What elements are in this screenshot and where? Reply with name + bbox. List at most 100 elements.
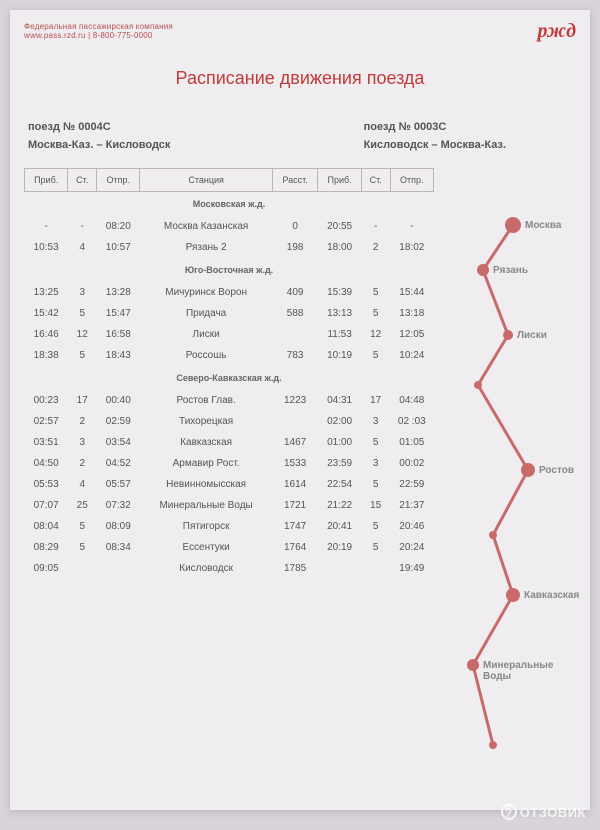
station-cell: Рязань 2 xyxy=(140,237,272,258)
page-title: Расписание движения поезда xyxy=(24,68,576,89)
train-a: поезд № 0004С Москва-Каз. – Кисловодск xyxy=(28,119,170,154)
train-b-route: Кисловодск – Москва-Каз. xyxy=(364,137,506,155)
data-cell: 08:20 xyxy=(97,216,140,237)
data-cell: 4 xyxy=(68,474,97,495)
train-a-num: поезд № 0004С xyxy=(28,119,170,137)
table-row: 08:29508:34Ессентуки176420:19520:24 xyxy=(25,537,434,558)
data-cell: 15:47 xyxy=(97,303,140,324)
data-cell: 08:04 xyxy=(25,516,68,537)
data-cell: 08:29 xyxy=(25,537,68,558)
data-cell xyxy=(68,558,97,579)
col-header: Расст. xyxy=(272,169,318,192)
data-cell: 5 xyxy=(361,432,390,453)
data-cell: 5 xyxy=(68,516,97,537)
data-cell: 15:44 xyxy=(390,282,433,303)
data-cell: - xyxy=(25,216,68,237)
table-row: 04:50204:52Армавир Рост.153323:59300:02 xyxy=(25,453,434,474)
data-cell: 3 xyxy=(68,282,97,303)
station-cell: Пятигорск xyxy=(140,516,272,537)
data-cell: 13:18 xyxy=(390,303,433,324)
data-cell: 25 xyxy=(68,495,97,516)
data-cell: 1533 xyxy=(272,453,318,474)
route-diagram: МоскваРязаньЛискиРостовКавказскаяМинерал… xyxy=(443,215,588,775)
rzd-logo: ржд xyxy=(538,20,576,43)
table-row: 15:42515:47Придача58813:13513:18 xyxy=(25,303,434,324)
data-cell: 409 xyxy=(272,282,318,303)
data-cell: 0 xyxy=(272,216,318,237)
timetable-sheet: Федеральная пассажирская компания www.pa… xyxy=(10,10,590,810)
data-cell: 18:02 xyxy=(390,237,433,258)
data-cell: 5 xyxy=(68,537,97,558)
table-row: 09:05Кисловодск178519:49 xyxy=(25,558,434,579)
data-cell: 16:46 xyxy=(25,324,68,345)
data-cell: 18:38 xyxy=(25,345,68,366)
data-cell: 03:54 xyxy=(97,432,140,453)
data-cell: 22:59 xyxy=(390,474,433,495)
data-cell: 11:53 xyxy=(318,324,361,345)
data-cell: 5 xyxy=(361,345,390,366)
train-b-num: поезд № 0003С xyxy=(364,119,506,137)
data-cell: 5 xyxy=(361,537,390,558)
data-cell: 02:57 xyxy=(25,411,68,432)
data-cell: 20:41 xyxy=(318,516,361,537)
table-row: --08:20Москва Казанская020:55-- xyxy=(25,216,434,237)
col-header: Приб. xyxy=(318,169,361,192)
data-cell: 2 xyxy=(68,453,97,474)
train-a-route: Москва-Каз. – Кисловодск xyxy=(28,137,170,155)
data-cell: 21:37 xyxy=(390,495,433,516)
data-cell: 09:05 xyxy=(25,558,68,579)
data-cell: 3 xyxy=(361,411,390,432)
data-cell: 17 xyxy=(68,390,97,411)
data-cell: 20:55 xyxy=(318,216,361,237)
data-cell: 16:58 xyxy=(97,324,140,345)
data-cell: 18:43 xyxy=(97,345,140,366)
svg-text:Ростов: Ростов xyxy=(539,465,574,476)
svg-text:Кавказская: Кавказская xyxy=(524,590,579,601)
data-cell: 02:59 xyxy=(97,411,140,432)
station-cell: Россошь xyxy=(140,345,272,366)
data-cell: 15:39 xyxy=(318,282,361,303)
col-header: Станция xyxy=(140,169,272,192)
data-cell xyxy=(318,558,361,579)
data-cell: 15:42 xyxy=(25,303,68,324)
svg-text:Воды: Воды xyxy=(483,671,511,682)
table-row: 02:57202:59Тихорецкая02:00302 :03 xyxy=(25,411,434,432)
train-b: поезд № 0003С Кисловодск – Москва-Каз. xyxy=(364,119,566,154)
data-cell: 1747 xyxy=(272,516,318,537)
schedule-table: Приб.Ст.Отпр.СтанцияРасст.Приб.Ст.Отпр. … xyxy=(24,168,434,579)
data-cell: 1223 xyxy=(272,390,318,411)
data-cell: 20:19 xyxy=(318,537,361,558)
data-cell: 13:25 xyxy=(25,282,68,303)
station-cell: Ессентуки xyxy=(140,537,272,558)
data-cell: 23:59 xyxy=(318,453,361,474)
data-cell: 5 xyxy=(68,303,97,324)
station-cell: Армавир Рост. xyxy=(140,453,272,474)
col-header: Ст. xyxy=(361,169,390,192)
data-cell: 1764 xyxy=(272,537,318,558)
section-header: Московская ж.д. xyxy=(25,192,434,217)
station-cell: Кисловодск xyxy=(140,558,272,579)
data-cell: 1785 xyxy=(272,558,318,579)
data-cell: 198 xyxy=(272,237,318,258)
data-cell xyxy=(272,411,318,432)
contact-line: www.pass.rzd.ru | 8-800-775-0000 xyxy=(24,31,576,40)
data-cell: 1467 xyxy=(272,432,318,453)
svg-text:Москва: Москва xyxy=(525,220,562,231)
data-cell: 10:24 xyxy=(390,345,433,366)
data-cell: 15 xyxy=(361,495,390,516)
table-row: 00:231700:40Ростов Глав.122304:311704:48 xyxy=(25,390,434,411)
data-cell: 4 xyxy=(68,237,97,258)
svg-text:Лиски: Лиски xyxy=(517,330,547,341)
svg-text:Минеральные: Минеральные xyxy=(483,660,554,671)
station-cell: Невинномысская xyxy=(140,474,272,495)
col-header: Отпр. xyxy=(390,169,433,192)
table-row: 18:38518:43Россошь78310:19510:24 xyxy=(25,345,434,366)
data-cell: 20:24 xyxy=(390,537,433,558)
data-cell xyxy=(361,558,390,579)
table-row: 10:53410:57Рязань 219818:00218:02 xyxy=(25,237,434,258)
data-cell: 02:00 xyxy=(318,411,361,432)
table-row: 08:04508:09Пятигорск174720:41520:46 xyxy=(25,516,434,537)
data-cell: 3 xyxy=(68,432,97,453)
data-cell: 1614 xyxy=(272,474,318,495)
data-cell: 01:05 xyxy=(390,432,433,453)
